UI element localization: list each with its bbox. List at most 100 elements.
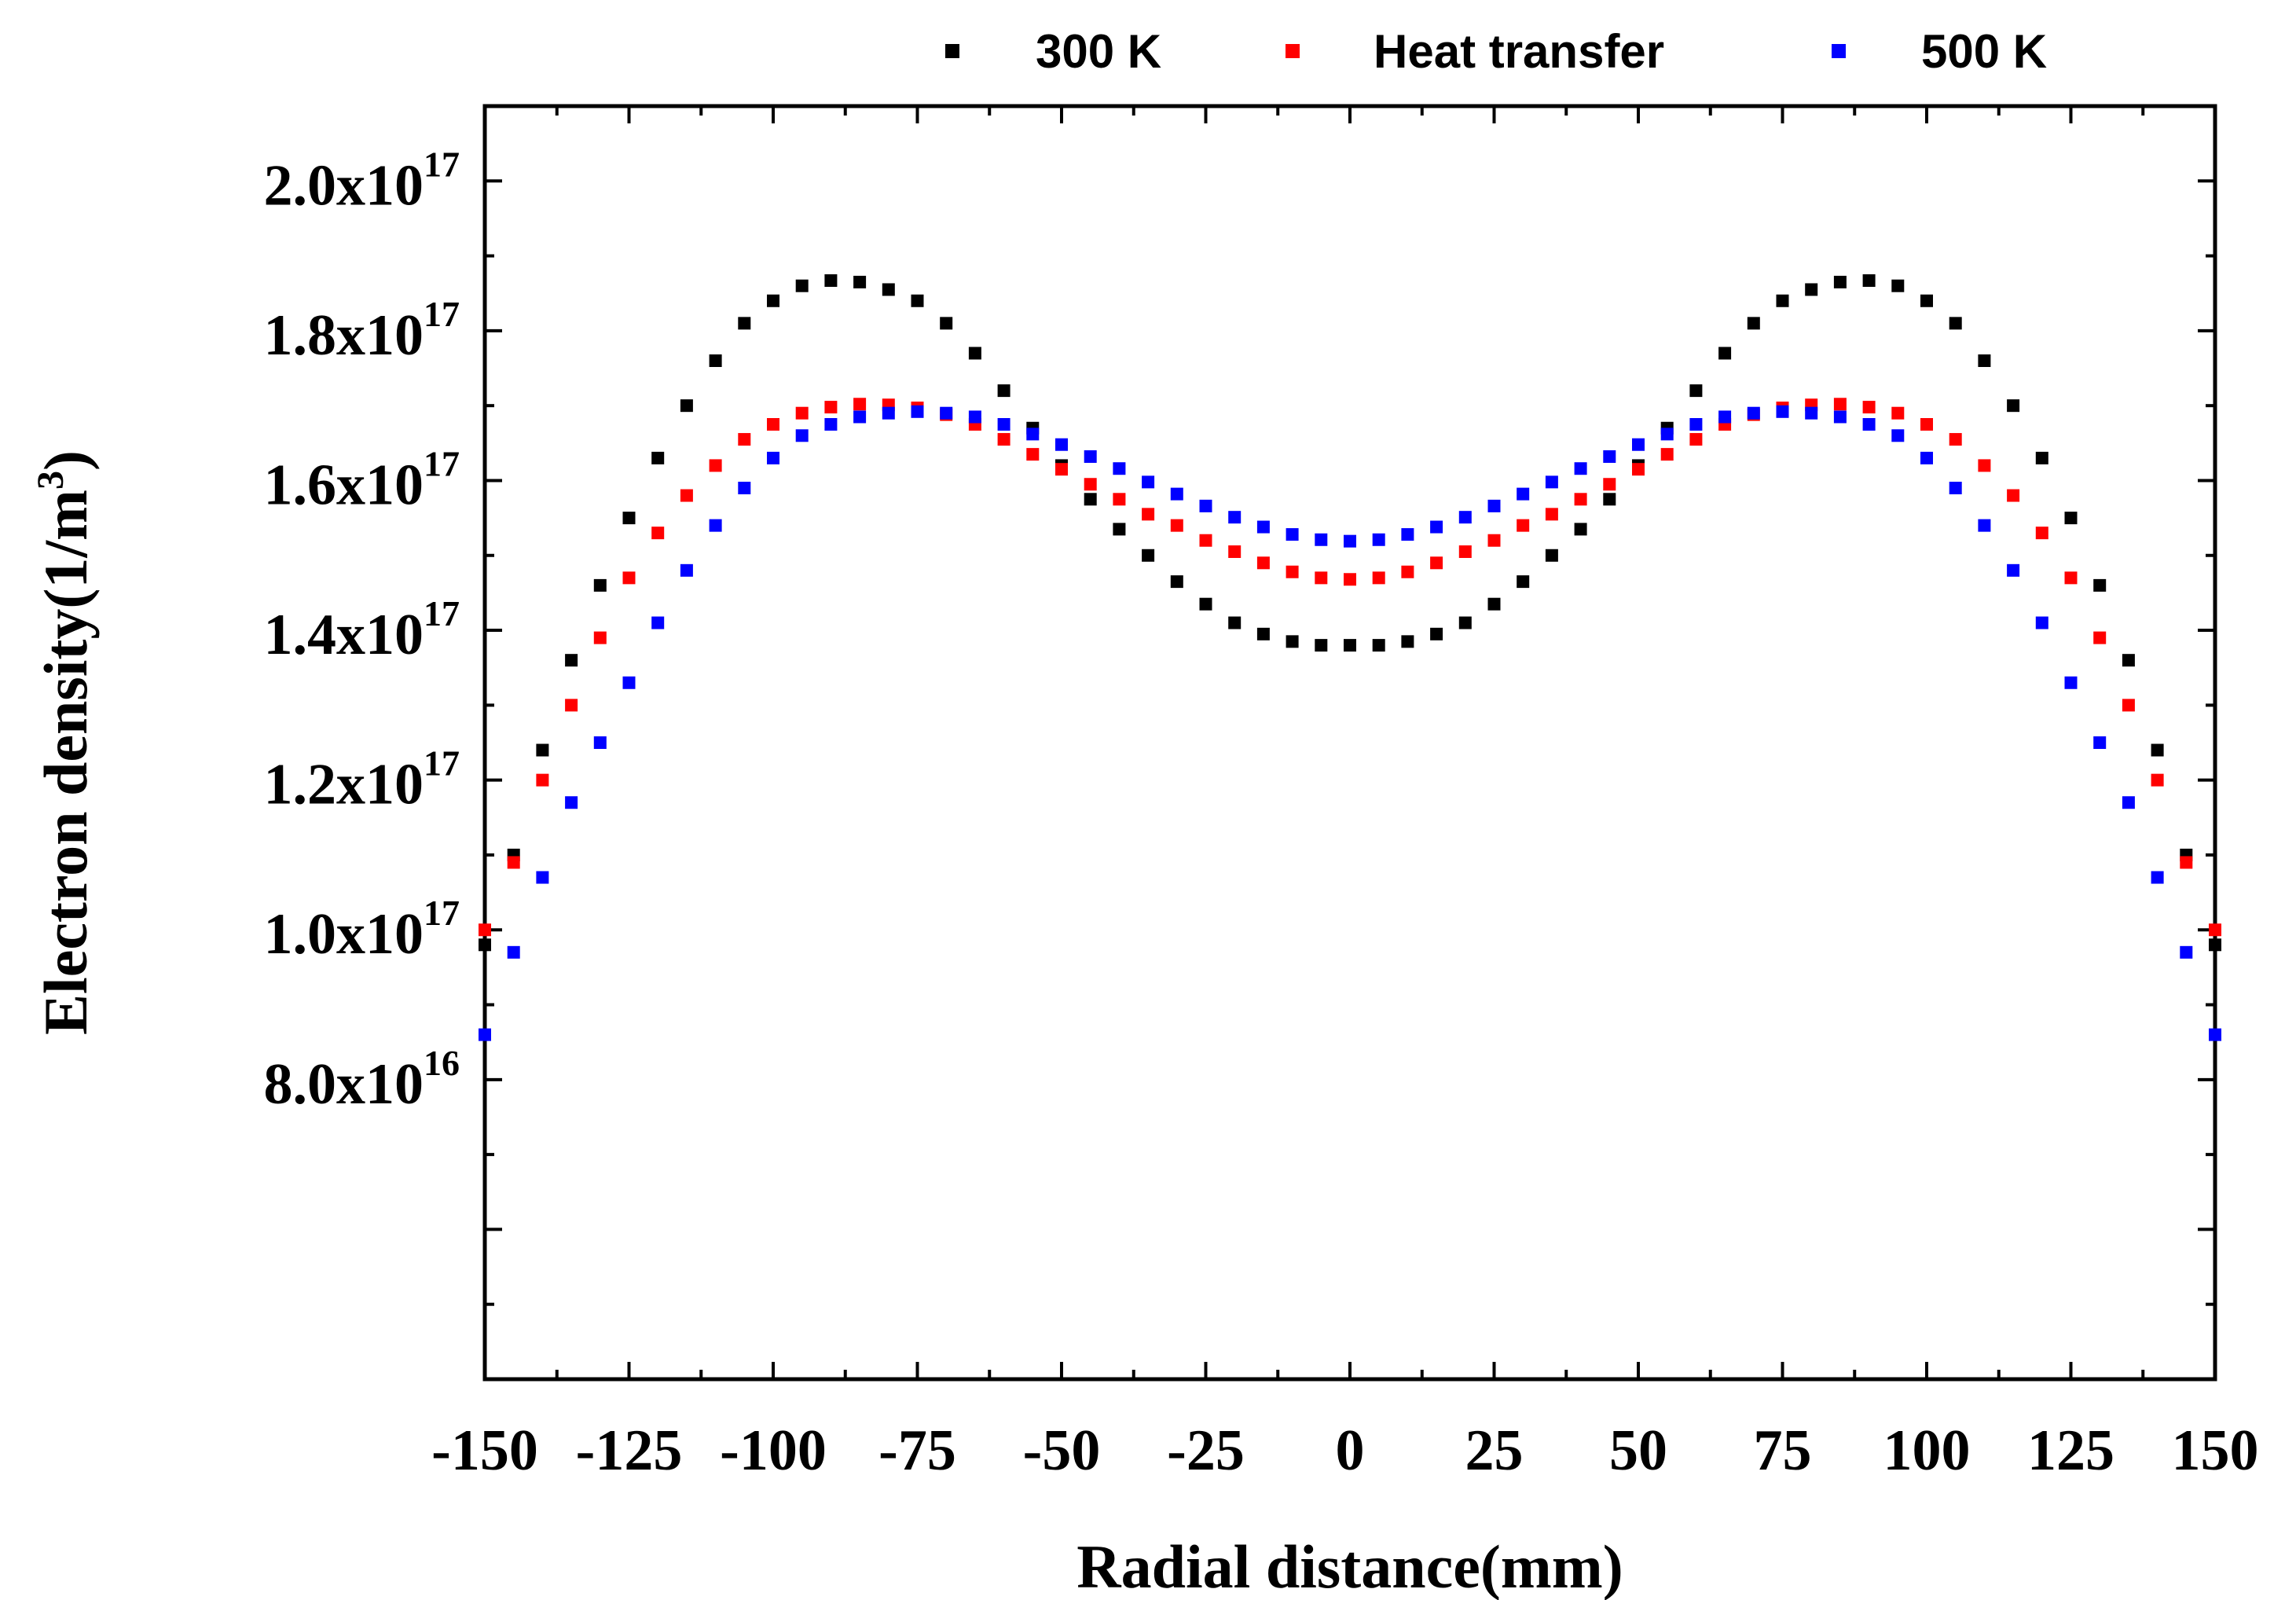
- x-tick-label: -125: [576, 1418, 683, 1483]
- data-point: -55, 163500000000000000: [1026, 448, 1040, 461]
- data-point: 30, 154000000000000000: [1517, 519, 1530, 532]
- data-point: 55, 163500000000000000: [1660, 448, 1674, 461]
- data-point: -60, 167500000000000000: [997, 418, 1010, 431]
- data-point: 140, 120000000000000000: [2151, 773, 2164, 787]
- data-point: -135, 117000000000000000: [565, 796, 578, 809]
- series-1: -150, 100000000000000000 -145, 1090000000…: [479, 398, 2221, 937]
- data-point: 110, 162000000000000000: [1978, 459, 1991, 472]
- legend-label: 500 K: [1921, 25, 2047, 78]
- y-axis-title-sup: 3: [30, 471, 72, 490]
- data-point: -35, 159800000000000000: [1142, 475, 1155, 489]
- data-point: 20, 150500000000000000: [1458, 545, 1472, 558]
- data-point: -55, 166200000000000000: [1026, 428, 1040, 441]
- x-tick-label: -25: [1167, 1418, 1245, 1483]
- data-point: -120, 153000000000000000: [651, 527, 665, 540]
- data-point: -80, 185500000000000000: [882, 283, 895, 296]
- data-point: 100, 163000000000000000: [1920, 451, 1933, 464]
- data-point: 50, 164800000000000000: [1632, 438, 1645, 451]
- data-point: 45, 163200000000000000: [1603, 450, 1616, 463]
- data-point: -105, 181000000000000000: [738, 317, 751, 330]
- data-point: 10, 147800000000000000: [1401, 565, 1414, 578]
- data-point: 125, 147000000000000000: [2064, 571, 2078, 585]
- y-tick-label: 8.0x1016: [264, 1043, 460, 1117]
- data-point: 95, 166000000000000000: [1891, 429, 1905, 442]
- legend-marker: [1286, 44, 1300, 58]
- data-point: -30, 158200000000000000: [1170, 487, 1183, 501]
- data-point: -125, 155000000000000000: [622, 512, 636, 525]
- data-point: -30, 146500000000000000: [1170, 575, 1183, 589]
- data-point: -70, 169000000000000000: [940, 406, 953, 420]
- data-point: -25, 156600000000000000: [1199, 499, 1212, 512]
- data-point: 140, 124000000000000000: [2151, 743, 2164, 757]
- x-tick-label: 25: [1465, 1418, 1524, 1483]
- data-point: 25, 152000000000000000: [1487, 534, 1501, 547]
- data-point: 60, 167500000000000000: [1689, 418, 1703, 431]
- data-point: -40, 153500000000000000: [1113, 523, 1126, 536]
- data-point: -95, 166000000000000000: [795, 429, 809, 442]
- data-point: -100, 167500000000000000: [767, 418, 779, 431]
- data-point: -95, 169000000000000000: [795, 406, 809, 420]
- x-axis-ticks: -150 -125 -100 -75 -50 -25 0 25 50 75 100 125 150: [431, 106, 2259, 1483]
- data-point: -145, 109000000000000000: [507, 856, 520, 869]
- data-point: 0, 151900000000000000: [1344, 534, 1356, 548]
- data-point: 120, 153000000000000000: [2035, 527, 2048, 540]
- data-point: 85, 170200000000000000: [1833, 398, 1847, 411]
- data-point: -150, 100000000000000000: [479, 923, 491, 937]
- data-point: -25, 143500000000000000: [1199, 597, 1212, 611]
- data-point: -100, 184000000000000000: [767, 294, 779, 307]
- data-point: 25, 143500000000000000: [1487, 597, 1501, 611]
- data-point: 90, 186700000000000000: [1862, 274, 1876, 288]
- plot-frame: [482, 104, 2217, 1382]
- data-point: 30, 158200000000000000: [1517, 487, 1530, 501]
- data-point: -115, 158000000000000000: [680, 489, 693, 502]
- series-layer: -150, 98000000000000000-145, 11000000000…: [479, 274, 2221, 1041]
- data-point: -10, 152800000000000000: [1286, 528, 1299, 541]
- data-point: 15, 153800000000000000: [1430, 520, 1443, 534]
- data-point: 135, 130000000000000000: [2122, 699, 2135, 712]
- data-point: -110, 162000000000000000: [709, 459, 722, 472]
- data-point: 40, 161600000000000000: [1574, 462, 1587, 475]
- data-point: -5, 138000000000000000: [1315, 639, 1328, 652]
- data-point: -25, 152000000000000000: [1199, 534, 1212, 547]
- data-point: 30, 146500000000000000: [1517, 575, 1530, 589]
- data-point: 45, 159500000000000000: [1603, 478, 1616, 491]
- data-point: -20, 155100000000000000: [1228, 511, 1242, 524]
- data-point: -15, 153800000000000000: [1256, 520, 1270, 534]
- data-point: -15, 149000000000000000: [1256, 556, 1270, 570]
- x-tick-label: 0: [1336, 1418, 1365, 1483]
- data-point: 135, 117000000000000000: [2122, 796, 2135, 809]
- data-point: -20, 150500000000000000: [1228, 545, 1242, 558]
- data-point: -90, 167500000000000000: [824, 418, 838, 431]
- data-point: 85, 168500000000000000: [1833, 410, 1847, 424]
- data-point: 0, 138000000000000000: [1344, 639, 1356, 652]
- data-point: -45, 163200000000000000: [1084, 450, 1097, 463]
- y-tick-label: 1.4x1017: [264, 593, 460, 667]
- data-point: -75, 184000000000000000: [911, 294, 924, 307]
- data-point: 15, 149000000000000000: [1430, 556, 1443, 570]
- data-point: -150, 86000000000000000: [479, 1028, 491, 1041]
- data-point: 70, 181000000000000000: [1747, 317, 1760, 330]
- data-point: 150, 100000000000000000: [2209, 923, 2221, 937]
- data-point: 105, 165500000000000000: [1949, 433, 1962, 446]
- data-point: -35, 155500000000000000: [1142, 508, 1155, 521]
- x-tick-label: 50: [1609, 1418, 1667, 1483]
- data-point: -140, 124000000000000000: [536, 743, 549, 757]
- data-point: 35, 159800000000000000: [1545, 475, 1558, 489]
- x-tick-label: 150: [2172, 1418, 2259, 1483]
- data-point: -115, 148000000000000000: [680, 563, 693, 577]
- data-point: -65, 168500000000000000: [968, 410, 981, 424]
- data-point: 10, 138500000000000000: [1401, 635, 1414, 648]
- x-tick-label: 75: [1754, 1418, 1812, 1483]
- y-tick-label: 1.6x1017: [264, 443, 460, 517]
- data-point: -60, 172000000000000000: [997, 384, 1010, 398]
- legend-label: 300 K: [1036, 25, 1161, 78]
- data-point: -40, 161600000000000000: [1113, 462, 1126, 475]
- data-point: -75, 169200000000000000: [911, 405, 924, 418]
- legend-marker: [1832, 44, 1846, 58]
- data-point: -90, 169800000000000000: [824, 401, 838, 414]
- x-tick-label: -100: [720, 1418, 827, 1483]
- data-point: 145, 109000000000000000: [2180, 856, 2193, 869]
- data-point: 60, 165500000000000000: [1689, 433, 1703, 446]
- data-point: -60, 165500000000000000: [997, 433, 1010, 446]
- data-point: 65, 177000000000000000: [1718, 347, 1732, 360]
